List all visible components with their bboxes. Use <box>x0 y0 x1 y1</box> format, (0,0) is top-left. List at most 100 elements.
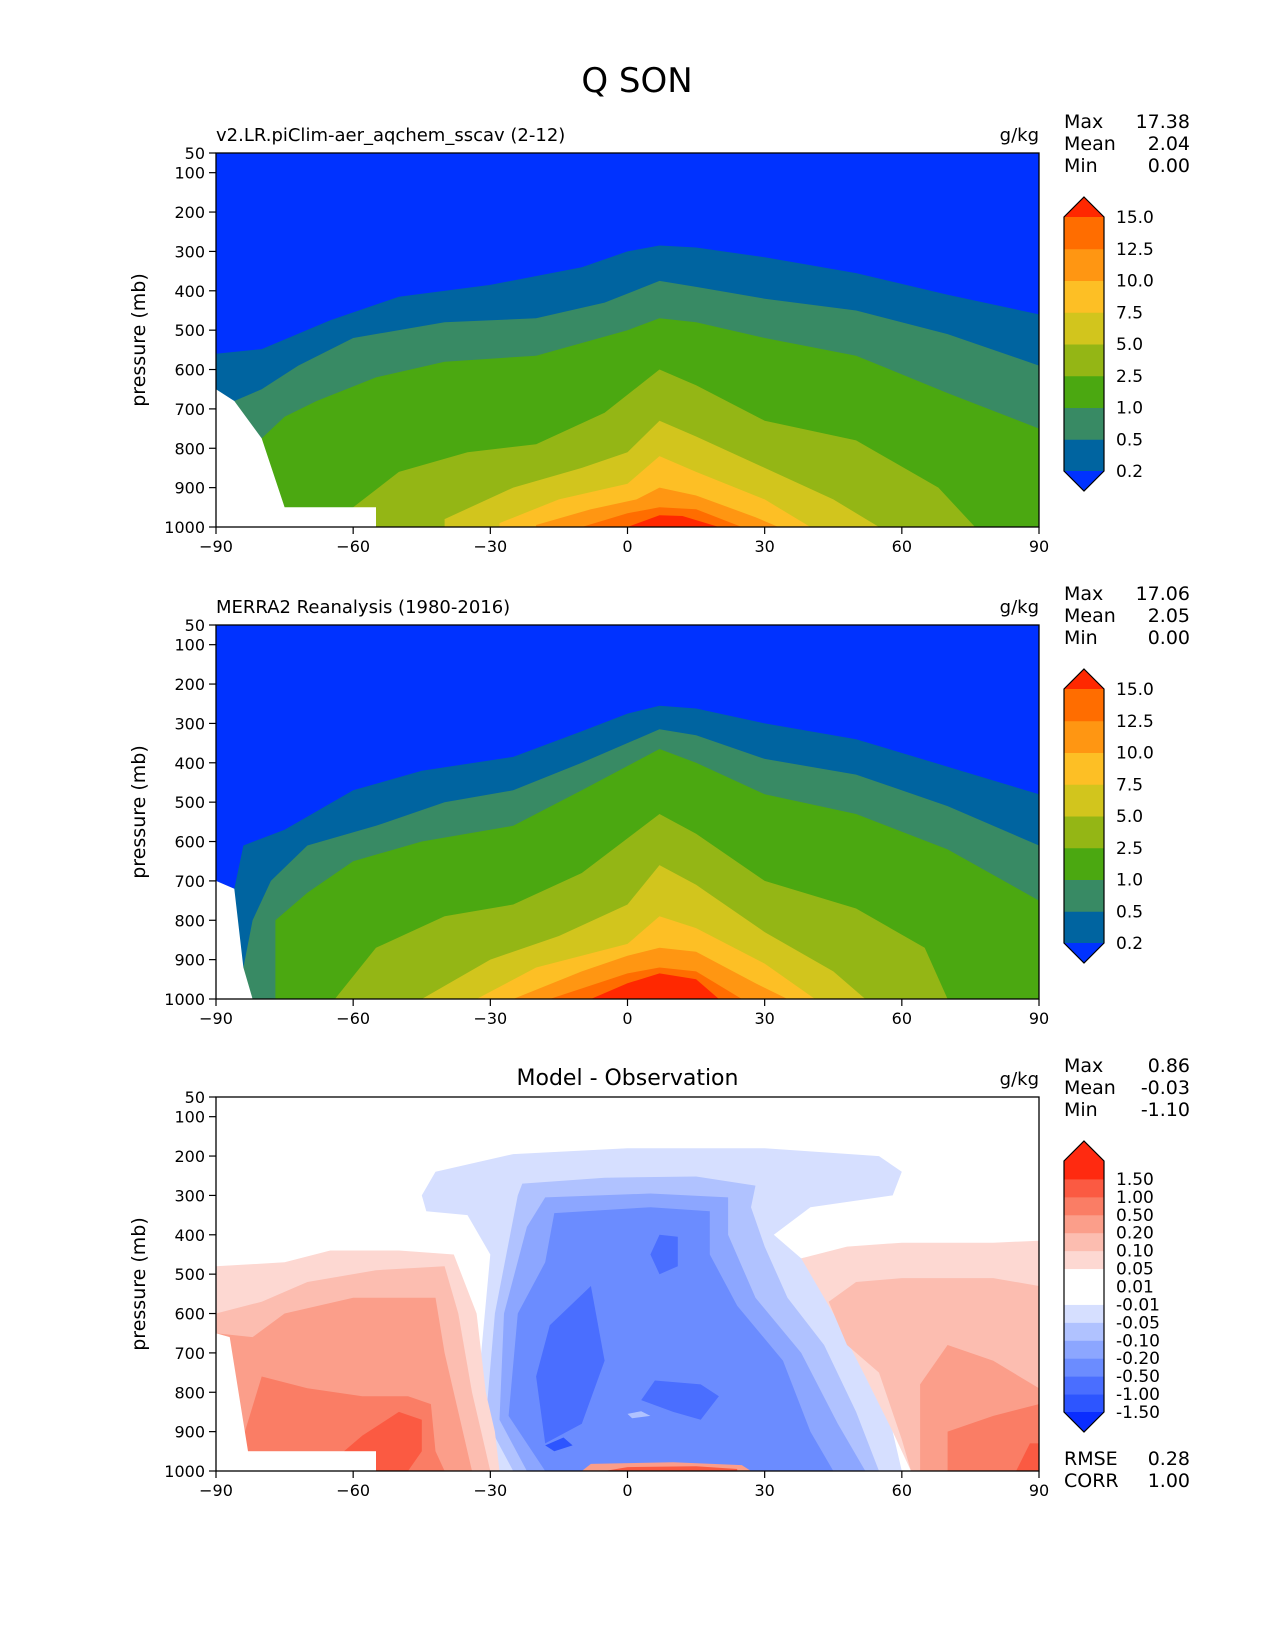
colorbar-segment <box>1064 280 1104 313</box>
colorbar-extend-min <box>1064 471 1104 491</box>
colorbar-segment <box>1064 1394 1104 1413</box>
colorbar-segment <box>1064 1358 1104 1377</box>
stat-value: 2.04 <box>1148 133 1190 155</box>
colorbar-segment <box>1064 1304 1104 1323</box>
colorbar-tick-label: 12.5 <box>1116 240 1154 260</box>
colorbar-tick-label: 2.5 <box>1116 367 1143 387</box>
y-tick-label: 300 <box>174 242 205 261</box>
colorbar-segment <box>1064 1196 1104 1216</box>
colorbar-segment <box>1064 407 1104 440</box>
units-label: g/kg <box>1000 1069 1039 1090</box>
stat-label: Mean <box>1064 605 1116 627</box>
colorbar-segment <box>1064 1214 1104 1234</box>
colorbar-segment <box>1064 1178 1104 1198</box>
colorbar-segment <box>1064 784 1104 817</box>
y-tick-label: 200 <box>174 203 205 222</box>
missing-data-region <box>216 389 376 527</box>
stat-label: Max <box>1064 583 1103 605</box>
colorbar-segment <box>1064 1232 1104 1252</box>
stat-value: -0.03 <box>1141 1077 1190 1099</box>
colorbar-segment <box>1064 248 1104 281</box>
x-tick-label: 0 <box>622 537 632 556</box>
y-tick-label: 100 <box>174 636 205 655</box>
panel-title: MERRA2 Reanalysis (1980-2016) <box>216 597 510 618</box>
y-tick-label: 900 <box>174 951 205 970</box>
colorbar-tick-label: 0.01 <box>1116 1278 1154 1298</box>
stats-block: Max 0.86 Mean -0.03 Min -1.10 RMSE 0.28 CORR 1.00 <box>1064 1055 1190 1492</box>
contour-field <box>216 153 1039 527</box>
x-tick-label: 60 <box>892 1009 912 1028</box>
y-tick-label: 700 <box>174 1344 205 1363</box>
stats-block: Max 17.06 Mean 2.05 Min 0.00 <box>1064 583 1190 649</box>
y-tick-label: 700 <box>174 400 205 419</box>
colorbar-tick-label: 1.00 <box>1116 1188 1154 1208</box>
colorbar-tick-label: 1.0 <box>1116 399 1143 419</box>
colorbar-tick-label: -0.50 <box>1116 1367 1160 1387</box>
y-axis-label: pressure (mb) <box>128 745 150 879</box>
colorbar-segment <box>1064 217 1104 250</box>
x-tick-label: −60 <box>336 1009 370 1028</box>
colorbar-extend-min <box>1064 943 1104 963</box>
colorbar-outline <box>1063 1140 1105 1433</box>
y-tick-label: 900 <box>174 479 205 498</box>
colorbar-segment <box>1064 879 1104 912</box>
colorbar-tick-label: 15.0 <box>1116 208 1154 228</box>
stat-value: 0.00 <box>1148 627 1190 649</box>
y-tick-label: 600 <box>174 361 205 380</box>
panel-title: Model - Observation <box>517 1066 739 1091</box>
colorbar-extend-min <box>1064 1412 1104 1432</box>
stat-label: CORR <box>1064 1470 1119 1492</box>
contour-plot <box>216 1097 1039 1471</box>
colorbar-tick-label: 5.0 <box>1116 807 1143 827</box>
contour-field <box>216 1097 1039 1471</box>
y-tick-label: 800 <box>174 439 205 458</box>
colorbar-extend-max <box>1064 669 1104 689</box>
colorbar-segment <box>1064 1376 1104 1395</box>
x-tick-label: 90 <box>1029 1009 1049 1028</box>
y-tick-label: 100 <box>174 1108 205 1127</box>
x-tick-label: −60 <box>336 1481 370 1500</box>
colorbar-segment <box>1064 375 1104 408</box>
x-tick-label: −30 <box>473 537 507 556</box>
y-tick-label: 600 <box>174 1305 205 1324</box>
colorbar-segment <box>1064 1250 1104 1270</box>
colorbar-tick-label: 0.50 <box>1116 1206 1154 1226</box>
x-tick-label: 90 <box>1029 537 1049 556</box>
y-tick-label: 1000 <box>164 990 205 1009</box>
colorbar-tick-label: 0.2 <box>1116 462 1143 482</box>
contour-region-1 <box>1016 1443 1039 1471</box>
missing-data-region <box>216 880 253 999</box>
colorbar: 0.2 0.5 1.0 2.5 5.0 7.5 10.0 12.5 15.0 <box>1063 668 1154 964</box>
stat-label: Max <box>1064 111 1103 133</box>
y-tick-label: 600 <box>174 833 205 852</box>
stats-block: Max 17.38 Mean 2.04 Min 0.00 <box>1064 111 1190 177</box>
y-tick-label: 200 <box>174 1147 205 1166</box>
colorbar-segment <box>1064 312 1104 345</box>
colorbar-extend-max <box>1064 1141 1104 1161</box>
x-tick-label: 30 <box>754 1009 774 1028</box>
x-tick-label: 30 <box>754 1481 774 1500</box>
y-tick-label: 400 <box>174 754 205 773</box>
contour-region-1 <box>344 1411 422 1471</box>
contour-plot <box>216 153 1039 527</box>
colorbar-outline <box>1063 668 1105 964</box>
x-tick-label: −30 <box>473 1009 507 1028</box>
y-tick-label: 800 <box>174 911 205 930</box>
colorbar-tick-label: -1.50 <box>1116 1403 1160 1423</box>
stat-label: RMSE <box>1064 1448 1118 1470</box>
contour-region--0.5 <box>536 1286 605 1444</box>
x-tick-label: −90 <box>199 1481 233 1500</box>
contour-region-0.5 <box>947 1404 1039 1471</box>
figure-title: Q SON <box>581 61 692 101</box>
y-tick-label: 100 <box>174 164 205 183</box>
colorbar-tick-label: 7.5 <box>1116 303 1143 323</box>
colorbar-tick-label: 15.0 <box>1116 680 1154 700</box>
stat-value: 17.38 <box>1136 111 1190 133</box>
colorbar-tick-label: 10.0 <box>1116 272 1154 292</box>
y-tick-label: 800 <box>174 1383 205 1402</box>
y-tick-label: 900 <box>174 1423 205 1442</box>
